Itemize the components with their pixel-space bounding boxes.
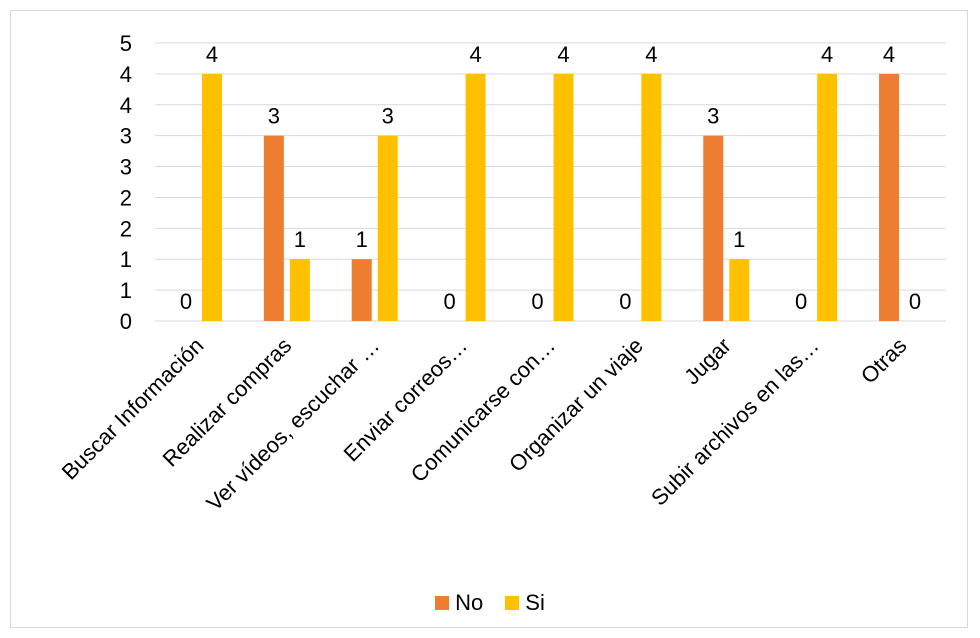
legend: No Si	[0, 588, 980, 618]
y-tick-label: 1	[120, 247, 132, 272]
data-label-si: 4	[206, 42, 218, 67]
y-tick-label: 1	[120, 278, 132, 303]
y-tick-label: 3	[120, 124, 132, 149]
data-label-si: 1	[294, 227, 306, 252]
x-category-label: Comunicarse con…	[406, 333, 560, 487]
data-label-si: 4	[645, 42, 657, 67]
bar-si	[201, 73, 222, 321]
data-label-no: 0	[531, 289, 543, 314]
bar-si	[553, 73, 574, 321]
data-label-si: 0	[909, 289, 921, 314]
data-label-no: 4	[883, 42, 895, 67]
legend-swatch-no	[435, 596, 450, 610]
y-tick-label: 2	[120, 216, 132, 241]
chart-frame	[10, 10, 968, 628]
data-label-no: 1	[356, 227, 368, 252]
bar-si	[377, 135, 398, 321]
x-category-label: Ver vídeos, escuchar …	[201, 333, 384, 516]
gridlines	[155, 42, 946, 322]
data-label-no: 0	[443, 289, 455, 314]
legend-label-no: No	[455, 590, 484, 615]
x-category-label: Subir archivos en las…	[646, 333, 824, 511]
legend-item-si: Si	[505, 590, 545, 616]
data-labels: 0 4 3 1 1 3 0 4 0 4 0 4 3 1 0 4 4 0	[180, 42, 921, 314]
y-tick-label: 5	[120, 31, 132, 56]
bar-no	[703, 135, 724, 321]
y-tick-label: 2	[120, 185, 132, 210]
bars	[201, 73, 900, 321]
legend-item-no: No	[435, 590, 483, 616]
bar-si	[289, 259, 310, 321]
data-label-si: 1	[733, 227, 745, 252]
data-label-no: 0	[180, 289, 192, 314]
bar-no	[263, 135, 284, 321]
x-category-label: Buscar Información	[57, 333, 209, 485]
bar-si	[641, 73, 662, 321]
y-tick-label: 0	[120, 309, 132, 334]
data-label-no: 0	[795, 289, 807, 314]
x-category-label: Jugar	[679, 333, 736, 390]
data-label-si: 3	[382, 104, 394, 129]
data-label-no: 0	[619, 289, 631, 314]
bar-si	[817, 73, 838, 321]
x-category-label: Otras	[856, 333, 912, 389]
bar-no	[351, 259, 372, 321]
legend-label-si: Si	[525, 590, 545, 615]
y-tick-label: 3	[120, 155, 132, 180]
data-label-si: 4	[469, 42, 481, 67]
legend-swatch-si	[505, 596, 520, 610]
bar-si	[729, 259, 750, 321]
y-tick-label: 4	[120, 93, 132, 118]
bar-si	[465, 73, 486, 321]
y-tick-label: 4	[120, 62, 132, 87]
data-label-no: 3	[268, 104, 280, 129]
y-axis-ticks: 0 1 1 2 2 3 3 4 4 5	[120, 31, 132, 334]
data-label-si: 4	[821, 42, 833, 67]
data-label-no: 3	[707, 104, 719, 129]
data-label-si: 4	[557, 42, 569, 67]
bar-no	[879, 73, 900, 321]
